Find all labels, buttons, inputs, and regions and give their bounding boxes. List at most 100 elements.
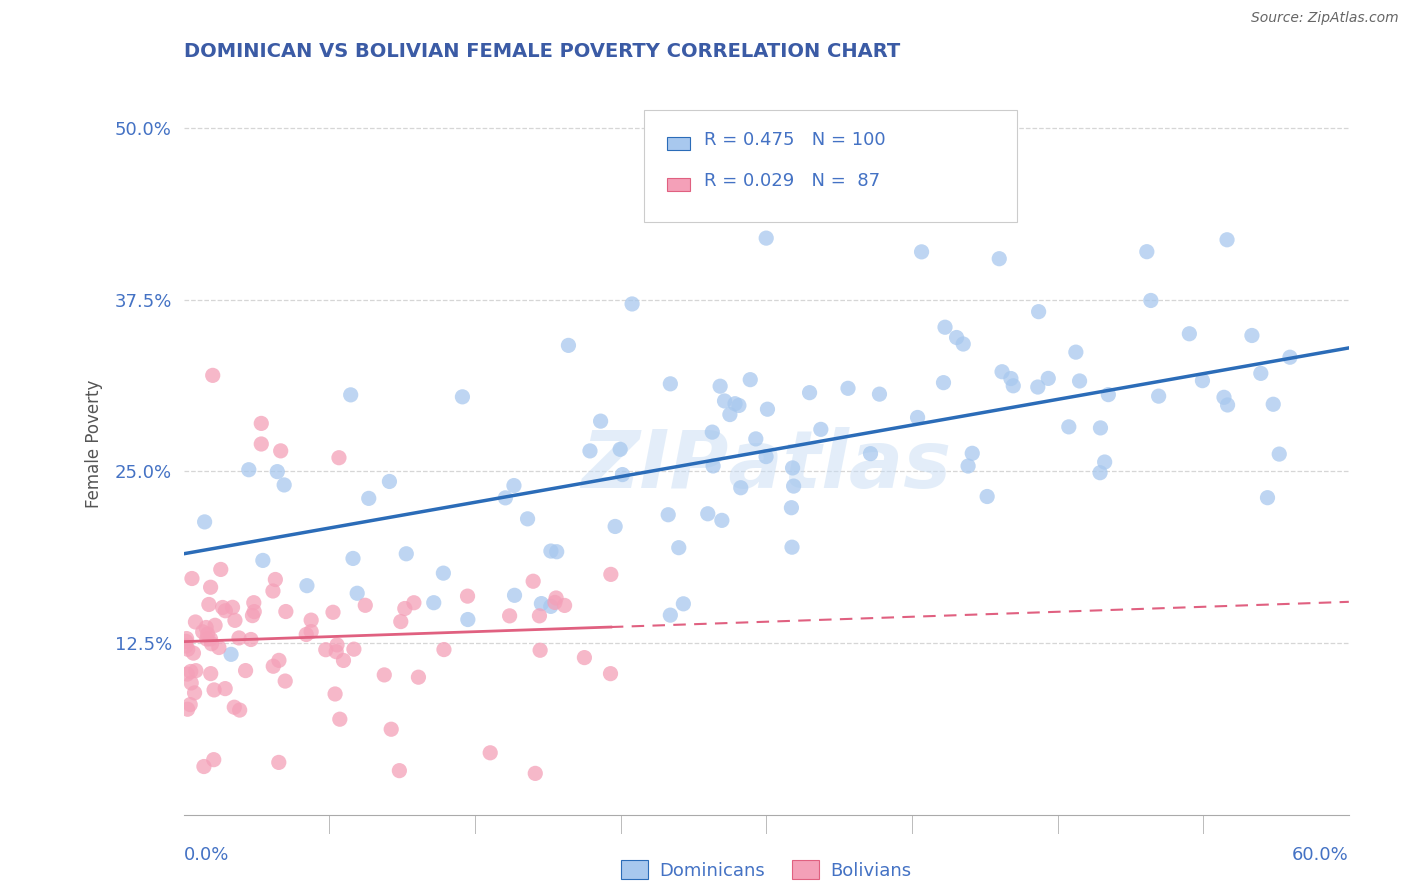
Point	[326, 638, 349, 652]
Point	[184, 615, 207, 629]
Point	[243, 596, 266, 610]
Point	[498, 608, 520, 623]
Point	[267, 653, 290, 667]
Point	[702, 458, 724, 473]
Point	[239, 632, 262, 647]
Point	[540, 599, 562, 614]
Point	[332, 653, 354, 667]
Point	[494, 491, 516, 505]
Point	[503, 478, 526, 492]
Point	[219, 648, 242, 662]
Point	[373, 668, 395, 682]
Point	[214, 604, 236, 618]
Point	[357, 491, 380, 506]
Point	[174, 639, 197, 653]
Point	[668, 541, 690, 555]
Point	[195, 620, 218, 634]
Point	[524, 766, 547, 780]
Point	[579, 444, 602, 458]
Point	[810, 422, 832, 436]
Point	[202, 682, 225, 697]
Text: ZIP​atlas: ZIP​atlas	[581, 427, 952, 505]
Point	[202, 753, 225, 767]
Point	[1213, 390, 1236, 404]
Point	[1000, 371, 1022, 385]
Point	[200, 637, 222, 651]
Point	[1240, 328, 1263, 343]
Point	[214, 681, 236, 696]
Point	[250, 417, 273, 431]
Point	[657, 508, 679, 522]
Point	[179, 698, 201, 712]
Point	[554, 599, 576, 613]
Point	[503, 588, 526, 602]
Point	[209, 562, 232, 576]
Point	[274, 605, 297, 619]
Text: DOMINICAN VS BOLIVIAN FEMALE POVERTY CORRELATION CHART: DOMINICAN VS BOLIVIAN FEMALE POVERTY COR…	[184, 42, 900, 61]
Point	[204, 618, 226, 632]
Point	[740, 373, 762, 387]
Point	[432, 566, 454, 581]
Point	[782, 479, 804, 493]
Point	[780, 500, 803, 515]
Point	[934, 320, 956, 334]
Y-axis label: Female Poverty: Female Poverty	[86, 380, 103, 508]
Point	[544, 595, 567, 609]
Point	[710, 513, 733, 527]
Point	[328, 450, 350, 465]
Point	[540, 544, 562, 558]
Point	[274, 674, 297, 689]
Point	[1038, 371, 1060, 385]
Point	[191, 624, 214, 639]
Point	[183, 646, 205, 660]
Point	[264, 573, 287, 587]
Point	[339, 388, 361, 402]
Text: Source: ZipAtlas.com: Source: ZipAtlas.com	[1251, 11, 1399, 25]
Point	[859, 447, 882, 461]
Point	[388, 764, 411, 778]
Point	[262, 659, 284, 673]
Point	[1268, 447, 1291, 461]
Point	[1147, 389, 1170, 403]
Point	[1216, 398, 1239, 412]
Point	[323, 687, 346, 701]
Point	[1256, 491, 1278, 505]
Point	[976, 490, 998, 504]
Point	[589, 414, 612, 428]
Point	[728, 399, 751, 413]
Point	[755, 231, 778, 245]
Point	[546, 591, 568, 605]
Point	[621, 297, 644, 311]
Point	[457, 613, 479, 627]
Point	[479, 746, 502, 760]
Point	[988, 252, 1011, 266]
Point	[250, 437, 273, 451]
Point	[1028, 304, 1050, 318]
Point	[869, 387, 891, 401]
Point	[599, 567, 621, 582]
Point	[612, 467, 634, 482]
Bar	[668, 136, 690, 150]
Point	[1097, 387, 1119, 401]
Point	[574, 650, 596, 665]
Point	[730, 481, 752, 495]
Point	[378, 475, 401, 489]
Point	[235, 664, 257, 678]
Point	[380, 723, 402, 737]
Point	[195, 632, 218, 646]
Point	[745, 432, 768, 446]
Point	[696, 507, 718, 521]
Point	[1090, 421, 1112, 435]
Point	[238, 463, 260, 477]
Point	[1216, 233, 1239, 247]
Bar	[668, 178, 690, 191]
Point	[1088, 466, 1111, 480]
Point	[262, 584, 284, 599]
Text: 0.0%: 0.0%	[184, 846, 229, 863]
Point	[609, 442, 631, 457]
Point	[266, 465, 288, 479]
Point	[242, 608, 264, 623]
Point	[395, 547, 418, 561]
Point	[530, 597, 553, 611]
Point	[322, 605, 344, 619]
